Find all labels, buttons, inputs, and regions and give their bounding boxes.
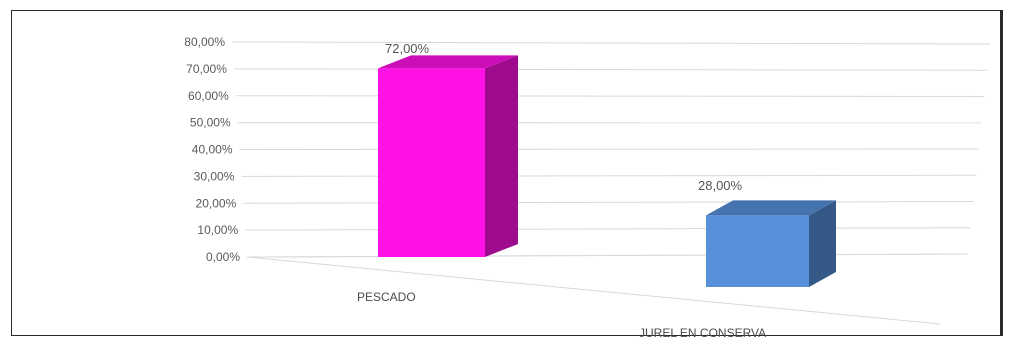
x-category-label: PESCADO (357, 290, 416, 304)
bar-0 (378, 68, 485, 257)
gridline (231, 41, 991, 45)
y-tick-label: 70,00% (186, 62, 227, 76)
bar-1 (706, 215, 809, 287)
gridline (241, 174, 977, 177)
gridline (246, 253, 969, 258)
y-tick-label: 40,00% (192, 143, 233, 157)
y-tick-label: 60,00% (188, 89, 229, 103)
y-tick-label: 10,00% (197, 223, 238, 237)
data-label: 72,00% (385, 41, 430, 56)
gridline (245, 227, 971, 231)
y-tick-label: 30,00% (194, 169, 235, 183)
y-tick-label: 20,00% (196, 196, 237, 210)
x-category-label: JUREL EN CONSERVA (639, 326, 766, 340)
gridline (235, 95, 985, 97)
data-label: 28,00% (698, 178, 743, 193)
gridline (239, 148, 980, 150)
bar-top-1 (706, 200, 836, 216)
gridline (243, 201, 974, 204)
y-tick-label: 50,00% (190, 116, 231, 130)
y-tick-label: 80,00% (184, 35, 225, 49)
floor-front-edge (246, 256, 941, 325)
gridline (233, 68, 988, 71)
bar-top-0 (378, 55, 518, 69)
y-tick-label: 0,00% (206, 250, 240, 264)
bar-side-1 (809, 200, 836, 287)
bar-side-0 (485, 55, 518, 257)
